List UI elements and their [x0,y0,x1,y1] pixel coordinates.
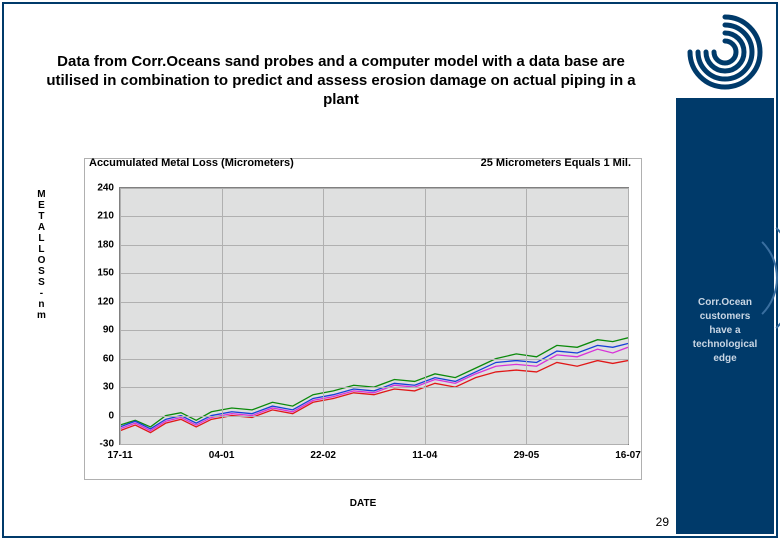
brand-logo [676,6,774,98]
x-tick-label: 16-07 [615,450,641,461]
slide-title: Data from Corr.Oceans sand probes and a … [36,52,646,109]
y-tick-label: 30 [103,382,114,393]
x-axis-title: DATE [350,498,376,509]
x-tick-label: 04-01 [209,450,235,461]
corrocean-spiral-icon [684,11,766,93]
plot-area: -30030609012015018021024017-1104-0122-02… [119,187,629,445]
slogan-line: technological [682,338,768,352]
y-tick-label: 0 [108,410,114,421]
y-tick-label: -30 [100,439,114,450]
slogan-line: customers [682,310,768,324]
x-tick-label: 29-05 [514,450,540,461]
chart-title-left: Accumulated Metal Loss (Micrometers) [89,157,294,181]
chart-container: Accumulated Metal Loss (Micrometers) 25 … [84,158,642,480]
y-tick-label: 120 [97,296,114,307]
content-area: Data from Corr.Oceans sand probes and a … [6,6,676,534]
chart-header: Accumulated Metal Loss (Micrometers) 25 … [85,157,641,181]
brand-slogan: Corr.Ocean customers have a technologica… [682,296,768,366]
y-tick-label: 150 [97,268,114,279]
y-tick-label: 210 [97,211,114,222]
slide-frame: Data from Corr.Oceans sand probes and a … [2,2,778,538]
slogan-line: edge [682,352,768,366]
slogan-line: Corr.Ocean [682,296,768,310]
series-green [120,338,628,427]
page-number: 29 [653,514,672,530]
brand-sidebar: Corr.Ocean customers have a technologica… [676,6,774,534]
x-tick-label: 17-11 [107,450,132,461]
y-axis-title: METAL LOSS - nm [37,189,46,321]
x-tick-label: 22-02 [310,450,336,461]
series-magenta [120,347,628,430]
slogan-line: have a [682,324,768,338]
chart-title-right: 25 Micrometers Equals 1 Mil. [481,157,631,181]
series-red [120,361,628,433]
line-series-svg [120,188,628,444]
y-tick-label: 60 [103,353,114,364]
y-tick-label: 90 [103,325,114,336]
y-tick-label: 180 [97,239,114,250]
x-tick-label: 11-04 [412,450,437,461]
y-tick-label: 240 [97,183,114,194]
